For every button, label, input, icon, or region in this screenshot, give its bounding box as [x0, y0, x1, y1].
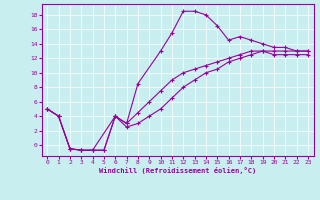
X-axis label: Windchill (Refroidissement éolien,°C): Windchill (Refroidissement éolien,°C)	[99, 167, 256, 174]
